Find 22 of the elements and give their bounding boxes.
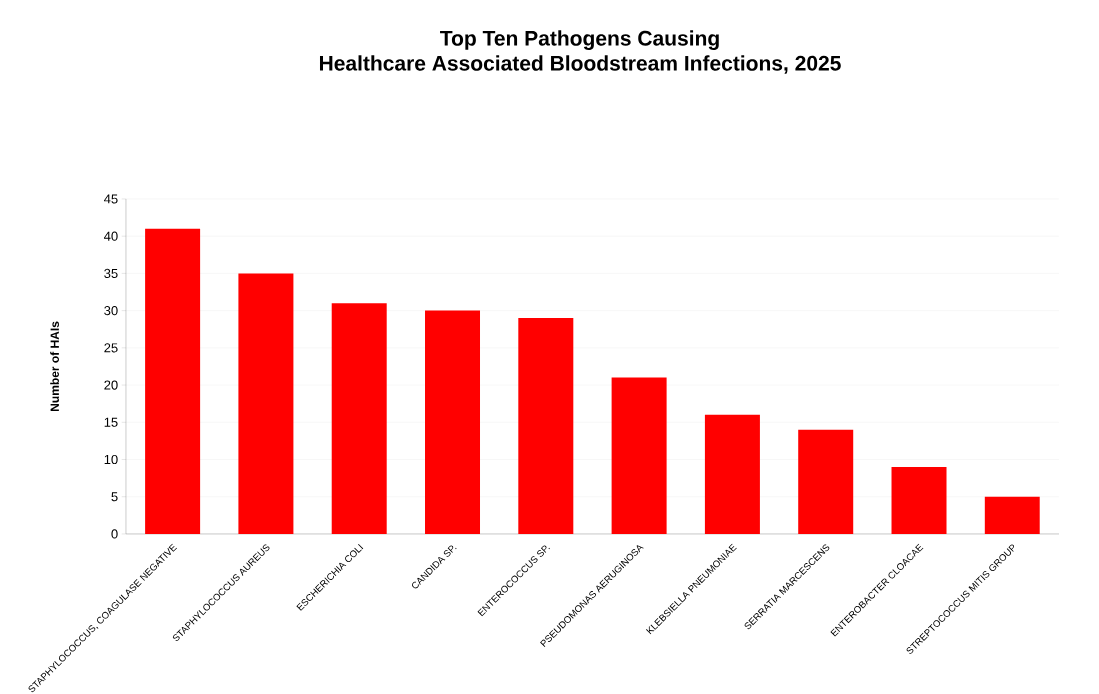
bar bbox=[891, 466, 947, 534]
y-tick-label: 30 bbox=[104, 306, 118, 316]
y-axis-title: Number of HAIs bbox=[50, 321, 59, 411]
bar bbox=[704, 414, 760, 534]
bar bbox=[331, 303, 387, 534]
y-tick-label: 15 bbox=[104, 417, 118, 427]
y-tick-label: 10 bbox=[104, 454, 118, 465]
y-tick-label: 25 bbox=[104, 343, 118, 353]
y-tick-label: 20 bbox=[104, 380, 118, 390]
bar bbox=[145, 228, 201, 534]
bar bbox=[984, 496, 1040, 534]
y-tick-label: 45 bbox=[104, 194, 118, 204]
bar bbox=[611, 377, 667, 534]
bar bbox=[425, 310, 481, 534]
bar bbox=[518, 318, 574, 534]
y-tick-label: 35 bbox=[104, 268, 118, 278]
y-tick-label: 0 bbox=[111, 529, 118, 539]
y-tick-label: 40 bbox=[104, 231, 118, 241]
chart-title: Top Ten Pathogens Causing Healthcare Associated Bloodstream Infections, 2025 bbox=[319, 30, 841, 74]
bar bbox=[238, 273, 294, 534]
y-tick-label: 5 bbox=[111, 492, 118, 502]
bar bbox=[798, 429, 854, 534]
